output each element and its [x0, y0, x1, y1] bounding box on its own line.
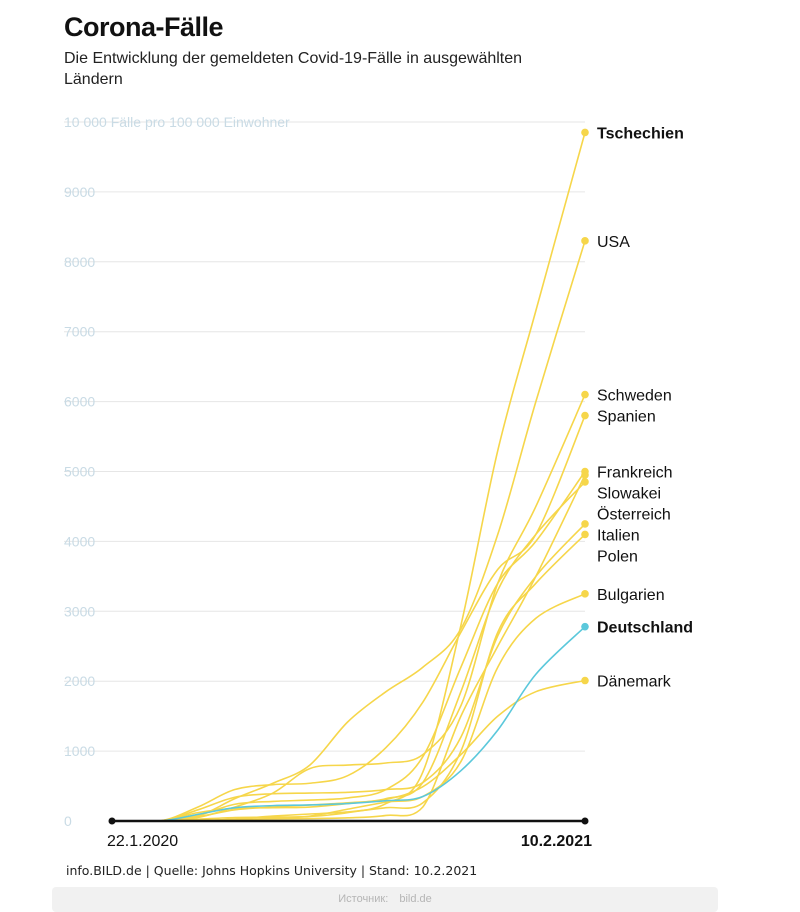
- series-label-österreich: Österreich: [597, 506, 671, 524]
- series-line-bulgarien: [112, 593, 586, 822]
- x-axis-end-dot: [581, 817, 589, 825]
- series-label-spanien: Spanien: [597, 409, 656, 426]
- end-dot-deutschland: [581, 622, 589, 631]
- y-tick-label: 10 000 Fälle pro 100 000 Einwohner: [64, 114, 290, 130]
- end-dot-dänemark: [581, 676, 589, 685]
- x-axis-start-dot: [108, 817, 116, 825]
- y-tick-label: 1000: [64, 743, 95, 759]
- end-dot-italien: [581, 520, 589, 528]
- end-dot-usa: [581, 237, 589, 245]
- y-tick-label: 2000: [64, 673, 95, 689]
- series-line-italien: [112, 523, 586, 822]
- series-line-frankreich: [112, 471, 586, 822]
- line-chart: 0 1000 2000 3000 4000 5000 6000 7000 8000 9000 10 …: [64, 114, 693, 850]
- series-label-tschechien: Tschechien: [597, 125, 684, 142]
- y-tick-label: 6000: [64, 394, 95, 410]
- series-label-deutschland: Deutschland: [597, 620, 693, 637]
- series-label-slowakei: Slowakei: [597, 486, 661, 503]
- y-tick-label: 9000: [64, 184, 95, 200]
- x-tick-label-start: 22.1.2020: [107, 833, 178, 850]
- series-line-tschechien: [112, 132, 586, 822]
- series-label-polen: Polen: [597, 549, 638, 566]
- end-dot-spanien: [581, 411, 589, 420]
- y-tick-label: 8000: [64, 254, 95, 270]
- end-dot-polen: [581, 530, 589, 539]
- series-label-usa: USA: [597, 234, 630, 251]
- series-line-polen: [112, 533, 586, 822]
- y-tick-label: 5000: [64, 464, 95, 480]
- series-label-bulgarien: Bulgarien: [597, 587, 665, 604]
- credit-label: Источник:: [338, 893, 389, 905]
- series-label-dänemark: Dänemark: [597, 674, 672, 691]
- series-label-italien: Italien: [597, 528, 640, 545]
- chart-subtitle: Die Entwicklung der gemeldeten Covid-19-…: [64, 50, 523, 88]
- series-line-österreich: [112, 481, 586, 822]
- y-tick-label: 4000: [64, 533, 95, 549]
- series-line-deutschland: [112, 626, 586, 822]
- series-line-schweden: [112, 394, 586, 822]
- end-dot-bulgarien: [581, 590, 589, 598]
- end-dot-schweden: [581, 390, 589, 399]
- end-dot-slowakei: [581, 471, 589, 479]
- series-label-schweden: Schweden: [597, 388, 672, 405]
- chart-title: Corona-Fälle: [64, 12, 224, 42]
- source-footer: info.BILD.de | Quelle: Johns Hopkins Uni…: [66, 863, 478, 878]
- credit-link[interactable]: bild.de: [399, 893, 432, 905]
- end-dot-österreich: [581, 478, 589, 486]
- series-line-spanien: [112, 415, 586, 822]
- credit-line: Источник: bild.de: [52, 893, 718, 905]
- series-line-usa: [112, 240, 586, 822]
- series-line-slowakei: [112, 474, 586, 822]
- y-tick-label: 7000: [64, 324, 95, 340]
- y-tick-label: 3000: [64, 603, 95, 619]
- end-dot-tschechien: [581, 128, 589, 137]
- x-tick-label-end: 10.2.2021: [521, 833, 592, 850]
- credit-bar: Источник: bild.de: [52, 887, 718, 912]
- series-label-frankreich: Frankreich: [597, 465, 673, 482]
- y-tick-label: 0: [64, 813, 72, 829]
